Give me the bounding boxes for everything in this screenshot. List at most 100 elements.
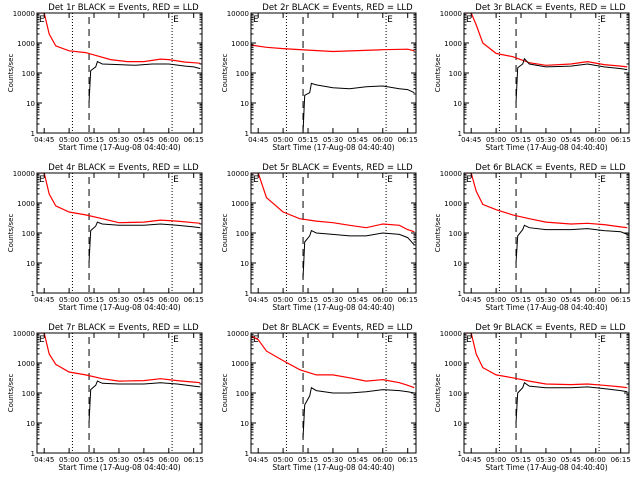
y-tick-label: 1	[31, 290, 35, 298]
x-tick-label: 05:15	[84, 456, 104, 464]
x-tick-label: 06:00	[159, 296, 179, 304]
chart-title: Det 8r BLACK = Events, RED = LLD	[262, 323, 413, 333]
x-axis-label: Start Time (17-Aug-08 04:40:40)	[58, 303, 180, 312]
events-series-line	[515, 57, 628, 104]
y-tick-label: 1	[245, 450, 249, 458]
x-tick-label: 04:45	[34, 296, 54, 304]
x-tick-label: 06:00	[373, 136, 393, 144]
y-tick-label: 10000	[227, 170, 249, 178]
event-marker-label: E	[387, 175, 393, 185]
x-tick-label: 05:30	[109, 456, 129, 464]
event-marker-label: E	[253, 15, 259, 25]
plot-frame	[463, 172, 630, 294]
lld-series-line	[464, 173, 628, 229]
y-tick-label: 1	[458, 290, 462, 298]
events-series-line	[88, 221, 201, 264]
y-tick-label: 10	[26, 260, 35, 268]
y-tick-label: 10000	[227, 10, 249, 18]
y-axis-label: Counts/sec	[7, 214, 15, 253]
y-axis-label: Counts/sec	[7, 374, 15, 413]
x-tick-label: 05:00	[486, 136, 506, 144]
x-tick-label: 04:45	[461, 136, 481, 144]
chart-title: Det 7r BLACK = Events, RED = LLD	[48, 323, 199, 333]
y-tick-label: 1000	[231, 40, 249, 48]
x-tick-label: 05:30	[323, 456, 343, 464]
x-tick-label: 05:45	[561, 136, 581, 144]
x-tick-label: 04:45	[248, 136, 268, 144]
plot-frame	[250, 172, 417, 294]
events-series-line	[515, 224, 628, 264]
event-marker-label: E	[600, 335, 606, 345]
y-tick-label: 1000	[231, 200, 249, 208]
y-tick-label: 10000	[440, 10, 462, 18]
y-tick-label: 100	[236, 230, 249, 238]
x-tick-label: 05:30	[536, 136, 556, 144]
lld-series-line	[37, 13, 201, 64]
y-tick-label: 1000	[444, 40, 462, 48]
x-tick-label: 05:45	[134, 136, 154, 144]
y-tick-label: 100	[449, 390, 462, 398]
lld-series-line	[37, 333, 201, 384]
y-tick-label: 1	[458, 130, 462, 138]
event-marker-label: E	[173, 15, 179, 25]
y-tick-label: 100	[449, 230, 462, 238]
lld-series-line	[251, 173, 415, 233]
event-marker-label: E	[253, 175, 259, 185]
y-tick-label: 10	[240, 260, 249, 268]
y-tick-label: 1	[31, 130, 35, 138]
events-series-line	[302, 229, 415, 279]
x-tick-label: 04:45	[248, 456, 268, 464]
x-tick-label: 04:45	[461, 456, 481, 464]
plot-frame	[36, 12, 203, 134]
x-tick-label: 05:30	[536, 296, 556, 304]
plot-frame	[463, 12, 630, 134]
x-axis-label: Start Time (17-Aug-08 04:40:40)	[485, 143, 607, 152]
y-axis-label: Counts/sec	[434, 374, 442, 413]
y-tick-label: 1000	[444, 360, 462, 368]
x-tick-label: 05:45	[561, 456, 581, 464]
x-tick-label: 05:00	[59, 296, 79, 304]
x-tick-label: 04:45	[461, 296, 481, 304]
event-marker-label: E	[600, 15, 606, 25]
y-tick-label: 10	[240, 100, 249, 108]
y-tick-label: 10000	[440, 330, 462, 338]
x-tick-label: 05:15	[298, 456, 318, 464]
x-tick-label: 06:15	[398, 296, 418, 304]
chart-title: Det 3r BLACK = Events, RED = LLD	[475, 3, 626, 13]
y-tick-label: 100	[236, 390, 249, 398]
event-marker-label: E	[387, 335, 393, 345]
x-tick-label: 06:00	[586, 456, 606, 464]
y-tick-label: 10000	[440, 170, 462, 178]
x-tick-label: 05:45	[134, 456, 154, 464]
chart-title: Det 4r BLACK = Events, RED = LLD	[48, 163, 199, 173]
x-tick-label: 06:15	[184, 136, 204, 144]
x-tick-label: 06:15	[398, 456, 418, 464]
x-tick-label: 05:30	[536, 456, 556, 464]
x-tick-label: 05:00	[59, 136, 79, 144]
y-tick-label: 10	[240, 420, 249, 428]
x-tick-label: 05:15	[511, 456, 531, 464]
x-tick-label: 06:15	[184, 456, 204, 464]
y-tick-label: 10	[453, 260, 462, 268]
x-tick-label: 05:45	[348, 296, 368, 304]
y-tick-label: 100	[22, 70, 35, 78]
x-tick-label: 06:00	[373, 456, 393, 464]
lld-series-line	[251, 44, 415, 53]
x-tick-label: 04:45	[34, 456, 54, 464]
x-tick-label: 05:15	[511, 136, 531, 144]
events-series-line	[302, 82, 415, 133]
y-axis-label: Counts/sec	[221, 214, 229, 253]
x-tick-label: 05:00	[273, 296, 293, 304]
x-tick-label: 05:30	[323, 296, 343, 304]
event-marker-label: E	[39, 175, 45, 185]
x-tick-label: 05:00	[486, 456, 506, 464]
x-axis-label: Start Time (17-Aug-08 04:40:40)	[485, 463, 607, 472]
y-tick-label: 100	[22, 230, 35, 238]
y-axis-label: Counts/sec	[7, 54, 15, 93]
y-tick-label: 1000	[17, 360, 35, 368]
y-tick-label: 1	[31, 450, 35, 458]
